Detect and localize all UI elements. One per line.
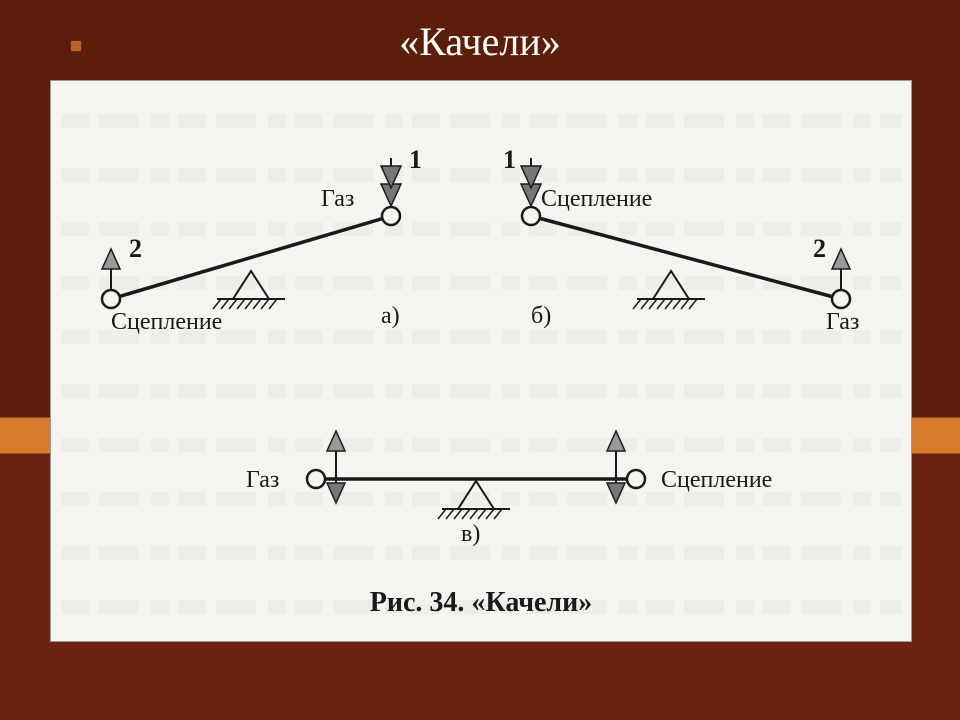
svg-text:Сцепление: Сцепление xyxy=(541,186,652,212)
svg-text:в): в) xyxy=(461,521,480,547)
svg-text:Газ: Газ xyxy=(826,309,859,335)
slide-title: «Качели» xyxy=(0,18,960,65)
svg-text:Сцепление: Сцепление xyxy=(661,467,772,493)
svg-text:б): б) xyxy=(531,303,551,329)
svg-text:2: 2 xyxy=(813,234,826,263)
svg-text:Газ: Газ xyxy=(246,467,279,493)
svg-text:1: 1 xyxy=(409,145,422,174)
svg-text:Рис. 34. «Качели»: Рис. 34. «Качели» xyxy=(370,587,593,618)
svg-text:1: 1 xyxy=(503,145,516,174)
svg-text:Газ: Газ xyxy=(321,186,354,212)
svg-text:Сцепление: Сцепление xyxy=(111,309,222,335)
svg-text:2: 2 xyxy=(129,234,142,263)
svg-text:а): а) xyxy=(381,303,400,329)
diagram-figure: Сцепление 2 Газ 1 а) Сцепление 1 Газ 2 б) Газ Сцепл… xyxy=(50,80,912,642)
